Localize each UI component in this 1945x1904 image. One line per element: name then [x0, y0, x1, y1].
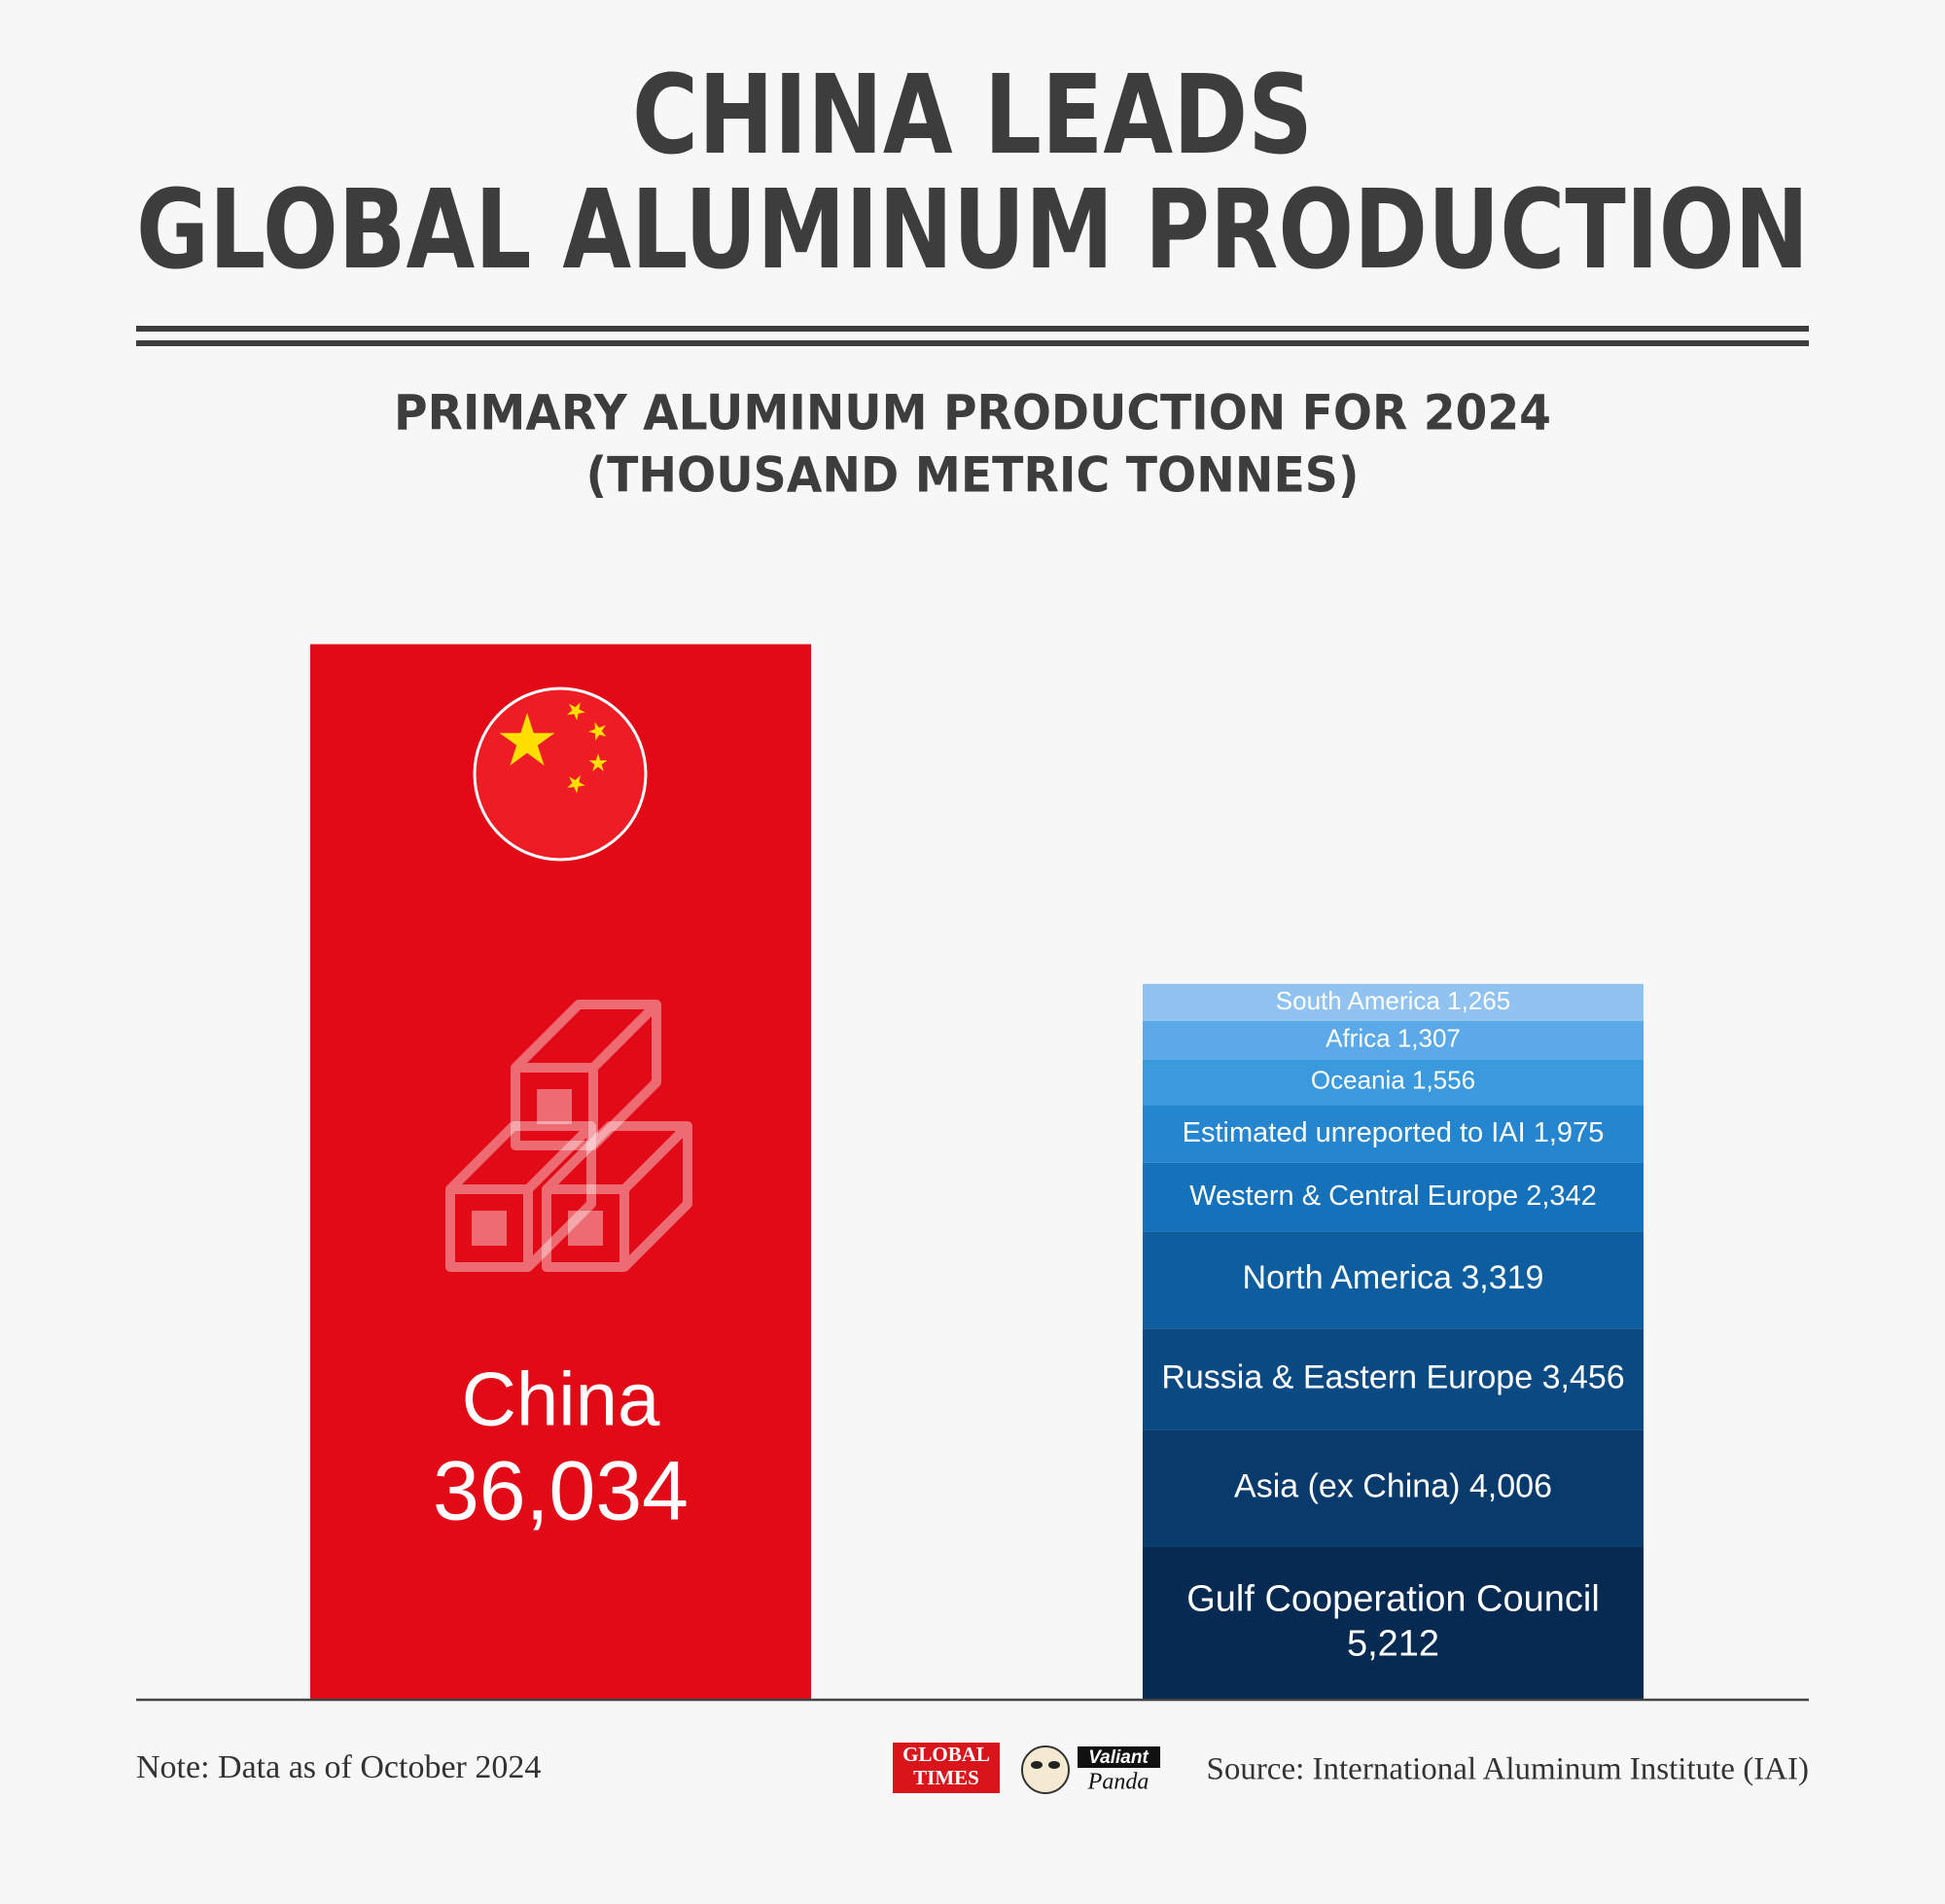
flag — [473, 687, 648, 862]
segment-value: 1,556 — [1412, 1066, 1475, 1095]
segment-label: Asia (ex China) 4,006 — [1234, 1468, 1552, 1505]
bar-segment — [1143, 1231, 1644, 1329]
note: Note: Data as of October 2024 — [136, 1749, 541, 1785]
segment-label: Russia & Eastern Europe 3,456 — [1161, 1358, 1624, 1395]
value-label: 36,034 — [433, 1445, 689, 1538]
bar-segment — [1143, 1546, 1644, 1700]
logo: Valiant Panda — [1021, 1745, 1160, 1795]
panda-icon — [1021, 1745, 1070, 1794]
panda-eye — [1031, 1761, 1043, 1769]
bar-segment — [1143, 1162, 1644, 1232]
segment-name: North America — [1243, 1259, 1452, 1296]
segment-label: Africa 1,307 — [1326, 1023, 1461, 1052]
ingot-hole — [537, 1089, 572, 1124]
ingot — [445, 1121, 596, 1272]
logo-box — [1078, 1746, 1160, 1768]
segment-label: Estimated unreported to IAI 1,975 — [1183, 1117, 1605, 1148]
logo-text: GLOBAL — [902, 1743, 990, 1766]
title-line: GLOBAL ALUMINUM PRODUCTION — [136, 167, 1809, 294]
logo-text: Valiant — [1088, 1747, 1149, 1768]
subtitle-line: PRIMARY ALUMINUM PRODUCTION FOR 2024 — [394, 385, 1551, 441]
logo-text: TIMES — [913, 1766, 979, 1789]
subtitle-line: (THOUSAND METRIC TONNES) — [586, 447, 1360, 504]
segment-value: 2,342 — [1526, 1181, 1597, 1212]
ingot-hole — [472, 1211, 507, 1246]
logo: GLOBAL TIMES — [893, 1743, 1000, 1793]
segment-value: 3,456 — [1542, 1358, 1625, 1395]
flag-star — [567, 775, 585, 793]
segment-label: Gulf Cooperation Council — [1186, 1579, 1600, 1620]
segment-value: 3,319 — [1461, 1259, 1543, 1296]
rule — [136, 340, 1809, 346]
rule — [136, 326, 1809, 332]
bar-segment — [1143, 983, 1644, 1021]
segment-name: Gulf Cooperation Council — [1186, 1579, 1600, 1620]
bar-segment — [1143, 1059, 1644, 1106]
segment-value: 1,307 — [1397, 1023, 1461, 1052]
segment-name: South America — [1276, 986, 1441, 1015]
segment-name: Russia & Eastern Europe — [1161, 1358, 1533, 1395]
ingot — [511, 1000, 661, 1150]
flag-star — [588, 722, 607, 741]
segment-name: Africa — [1326, 1023, 1391, 1052]
bar-segment — [1143, 1429, 1644, 1547]
bar-segment — [1143, 1020, 1644, 1060]
segment-name: Western & Central Europe — [1189, 1181, 1518, 1212]
panda-eye — [1048, 1761, 1060, 1769]
segment-label: North America 3,319 — [1243, 1259, 1544, 1296]
segment-value: 5,212 — [1347, 1623, 1439, 1664]
ingot-icon — [445, 1000, 692, 1272]
category-label: China — [462, 1357, 660, 1442]
bar-segment — [1143, 1328, 1644, 1430]
logo-text: Panda — [1087, 1770, 1149, 1795]
segment-value: 1,975 — [1534, 1117, 1605, 1148]
segment-value: 1,265 — [1447, 986, 1510, 1015]
title-line: CHINA LEADS — [632, 53, 1313, 179]
ingot-hole — [568, 1211, 603, 1246]
segment-label: 5,212 — [1347, 1623, 1439, 1664]
flag-star — [588, 754, 608, 772]
flag-star — [499, 713, 555, 766]
segment-name: Asia (ex China) — [1234, 1468, 1460, 1505]
segment-label: Western & Central Europe 2,342 — [1189, 1181, 1597, 1212]
source: Source: International Aluminum Institute… — [1206, 1752, 1809, 1787]
flag-star — [567, 702, 585, 721]
segment-name: Oceania — [1311, 1066, 1405, 1095]
flag-circle — [473, 687, 648, 862]
logo-box — [893, 1743, 1000, 1793]
segment-label: South America 1,265 — [1276, 986, 1510, 1015]
segment-label: Oceania 1,556 — [1311, 1066, 1475, 1095]
segment-value: 4,006 — [1469, 1468, 1552, 1505]
ingot — [542, 1121, 692, 1272]
segment-name: Estimated unreported to IAI — [1183, 1117, 1526, 1148]
bar-segment — [1143, 1105, 1644, 1163]
